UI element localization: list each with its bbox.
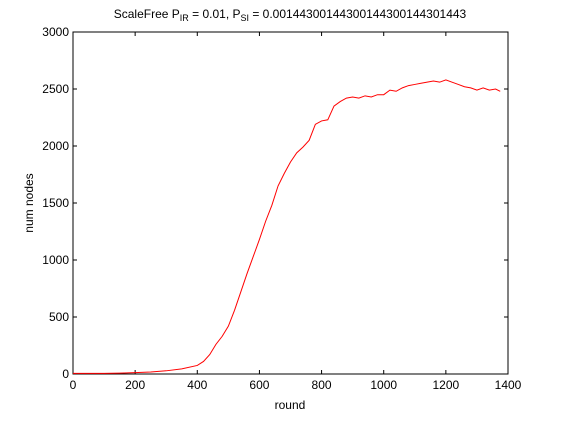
title-subscript-si: SI [240, 13, 249, 23]
x-tick-label: 200 [125, 378, 145, 392]
title-mid: = 0.01, P [189, 7, 241, 21]
chart-title: ScaleFree PIR = 0.01, PSI = 0.0014430014… [114, 7, 467, 23]
y-tick-label: 2000 [42, 139, 69, 153]
y-tick-label: 500 [49, 310, 69, 324]
y-tick-label: 1000 [42, 253, 69, 267]
y-tick-label: 2500 [42, 82, 69, 96]
title-suffix: = 0.00144300144300144300144301443 [249, 7, 467, 21]
y-axis-label: num nodes [22, 173, 36, 232]
x-tick-label: 600 [249, 378, 269, 392]
plot-area [73, 32, 508, 374]
y-tick-label: 3000 [42, 25, 69, 39]
x-tick-label: 1200 [433, 378, 460, 392]
x-tick-label: 1000 [370, 378, 397, 392]
y-tick-label: 1500 [42, 196, 69, 210]
x-tick-label: 1400 [495, 378, 522, 392]
x-tick-label: 400 [187, 378, 207, 392]
y-tick-label: 0 [62, 367, 69, 381]
x-tick-label: 0 [70, 378, 77, 392]
x-axis-label: round [275, 398, 306, 412]
title-prefix: ScaleFree P [114, 7, 180, 21]
x-tick-label: 800 [312, 378, 332, 392]
